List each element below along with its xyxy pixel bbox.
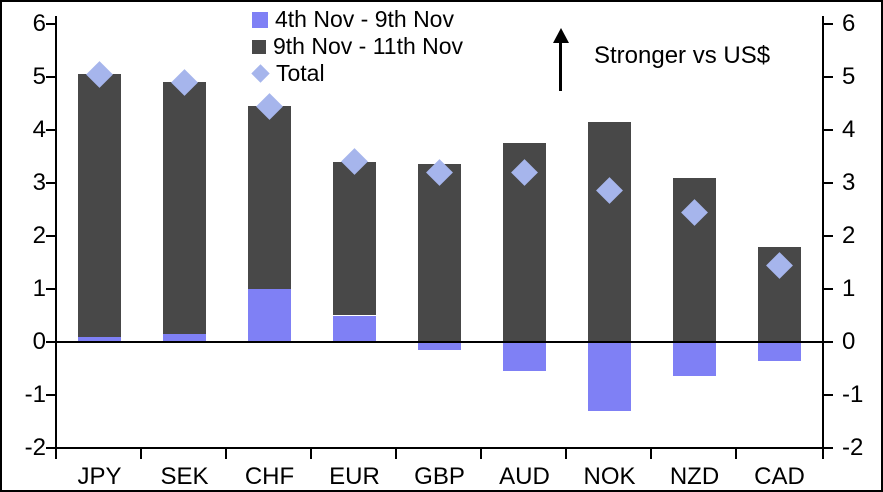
y-axis-tick-label-left: 2	[32, 222, 46, 249]
y-tick-right	[823, 288, 833, 290]
bar-segment	[333, 161, 376, 316]
y-axis-tick-label-right: 3	[842, 169, 856, 196]
x-axis-tick	[310, 447, 312, 459]
y-axis-tick-label-right: 4	[842, 116, 856, 143]
x-axis-category-label: GBP	[414, 463, 465, 490]
x-axis-tick	[480, 447, 482, 459]
x-axis-category-label: NOK	[583, 463, 636, 490]
y-tick-right	[823, 394, 833, 396]
x-axis	[55, 447, 824, 449]
y-tick-right	[823, 447, 833, 449]
bar-segment	[418, 164, 461, 342]
x-axis-tick	[565, 447, 567, 459]
legend-label-total: Total	[276, 60, 325, 86]
bar-segment	[673, 342, 716, 377]
legend-item-total: Total	[251, 60, 463, 87]
x-axis-category-label: CHF	[244, 463, 295, 490]
y-tick-left	[46, 288, 56, 290]
y-axis-left	[55, 16, 57, 449]
x-axis-category-label: CAD	[754, 463, 805, 490]
annotation-text: Stronger vs US$	[594, 42, 771, 69]
legend-item-series-1: 9th Nov - 11th Nov	[252, 33, 463, 60]
bar-segment	[248, 289, 291, 342]
x-axis-category-label: NZD	[669, 463, 720, 490]
y-axis-tick-label-left: 5	[32, 63, 46, 90]
y-axis-tick-label-right: 0	[842, 328, 856, 355]
y-tick-right	[823, 182, 833, 184]
y-axis-tick-label-left: -1	[24, 381, 46, 408]
legend-label-series-0: 4th Nov - 9th Nov	[275, 6, 454, 32]
y-tick-left	[46, 447, 56, 449]
y-tick-left	[46, 182, 56, 184]
y-axis-tick-label-right: 5	[842, 63, 856, 90]
y-axis-tick-label-left: 4	[32, 116, 46, 143]
y-tick-right	[823, 23, 833, 25]
series-0-swatch-icon	[252, 11, 268, 28]
y-axis-tick-label-left: 6	[32, 10, 46, 37]
bar-segment	[588, 122, 631, 342]
bar-segment	[333, 315, 376, 342]
up-arrow-icon	[559, 42, 562, 91]
bar-segment	[418, 342, 461, 350]
y-tick-left	[46, 76, 56, 78]
x-axis-tick	[650, 447, 652, 459]
series-1-swatch-icon	[252, 39, 266, 54]
y-tick-left	[46, 394, 56, 396]
legend: 4th Nov - 9th Nov 9th Nov - 11th Nov Tot…	[251, 6, 463, 87]
bar-segment	[503, 342, 546, 372]
bar-segment	[163, 334, 206, 342]
x-axis-tick	[395, 447, 397, 459]
y-axis-tick-label-right: -1	[842, 381, 864, 408]
total-diamond-swatch-icon	[251, 64, 270, 83]
x-axis-category-label: JPY	[77, 463, 122, 490]
x-axis-category-label: EUR	[329, 463, 380, 490]
bar-segment	[758, 342, 801, 361]
y-tick-left	[46, 129, 56, 131]
y-axis-tick-label-right: 2	[842, 222, 856, 249]
bar-segment	[588, 342, 631, 411]
y-axis-tick-label-right: 1	[842, 275, 856, 302]
y-axis-tick-label-left: 3	[32, 169, 46, 196]
up-arrow-head-icon	[553, 28, 569, 43]
x-axis-tick	[735, 447, 737, 459]
x-axis-category-label: AUD	[499, 463, 550, 490]
y-axis-tick-label-left: 1	[32, 275, 46, 302]
y-axis-tick-label-left: 0	[32, 328, 46, 355]
y-axis-right	[822, 16, 824, 449]
y-axis-tick-label-right: 6	[842, 10, 856, 37]
legend-item-series-0: 4th Nov - 9th Nov	[252, 6, 463, 33]
bar-segment	[78, 336, 121, 342]
y-tick-right	[823, 341, 833, 343]
y-tick-right	[823, 129, 833, 131]
x-axis-tick	[225, 447, 227, 459]
y-axis-tick-label-right: -2	[842, 434, 864, 461]
x-axis-tick	[55, 447, 57, 459]
y-tick-right	[823, 235, 833, 237]
bar-segment	[78, 74, 121, 337]
bar-segment	[248, 106, 291, 289]
legend-label-series-1: 9th Nov - 11th Nov	[273, 33, 464, 59]
x-axis-tick	[140, 447, 142, 459]
x-axis-tick	[822, 447, 824, 459]
bar-segment	[163, 82, 206, 335]
y-tick-left	[46, 23, 56, 25]
y-axis-tick-label-left: -2	[24, 434, 46, 461]
zero-line	[57, 341, 822, 343]
y-tick-right	[823, 76, 833, 78]
y-tick-left	[46, 235, 56, 237]
y-tick-left	[46, 341, 56, 343]
x-axis-category-label: SEK	[160, 463, 209, 490]
